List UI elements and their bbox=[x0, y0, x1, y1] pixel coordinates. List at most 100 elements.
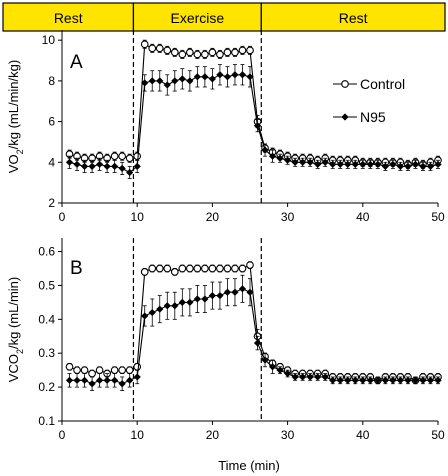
y-axis-title: VO2/kg (mL/min/kg) bbox=[6, 60, 25, 173]
phase-box bbox=[2, 2, 135, 32]
y-tick-label: 0.3 bbox=[38, 346, 55, 360]
data-point bbox=[246, 46, 254, 55]
data-point bbox=[253, 339, 262, 347]
data-point bbox=[238, 285, 247, 293]
data-point bbox=[178, 264, 187, 273]
data-point bbox=[231, 48, 239, 57]
data-point bbox=[118, 164, 126, 172]
panel-letter: A bbox=[70, 52, 83, 73]
data-point bbox=[208, 264, 217, 273]
data-point bbox=[426, 376, 435, 384]
x-tick-label: 40 bbox=[356, 428, 370, 442]
data-point bbox=[344, 160, 352, 168]
data-point bbox=[95, 366, 104, 375]
data-point bbox=[223, 48, 232, 57]
data-point bbox=[148, 264, 157, 273]
x-tick-label: 50 bbox=[431, 210, 445, 224]
y-tick-label: 0.4 bbox=[38, 312, 55, 326]
data-point bbox=[125, 366, 134, 375]
data-point bbox=[374, 160, 382, 168]
y-tick-label: 10 bbox=[42, 33, 56, 47]
data-point bbox=[111, 376, 119, 384]
legend-item-control: Control bbox=[333, 76, 405, 92]
x-tick-label: 20 bbox=[206, 428, 220, 442]
y-tick-label: 4 bbox=[48, 155, 55, 169]
data-point bbox=[103, 162, 111, 170]
data-point bbox=[80, 366, 89, 375]
data-point bbox=[276, 154, 284, 162]
data-point bbox=[268, 152, 277, 160]
data-point bbox=[366, 160, 374, 168]
data-point bbox=[314, 373, 322, 381]
data-point bbox=[88, 369, 96, 378]
x-tick-label: 30 bbox=[281, 210, 295, 224]
data-point bbox=[268, 363, 277, 371]
data-point bbox=[156, 77, 164, 85]
data-point bbox=[223, 264, 232, 273]
phase-label: Rest bbox=[339, 10, 368, 26]
data-point bbox=[201, 73, 209, 81]
data-point bbox=[65, 362, 74, 371]
phase-box bbox=[260, 2, 446, 32]
y-axis-title-main: VO bbox=[6, 154, 21, 173]
data-point bbox=[148, 44, 157, 53]
data-point bbox=[216, 292, 224, 300]
data-point bbox=[261, 146, 269, 154]
data-point bbox=[246, 73, 254, 81]
data-point bbox=[246, 288, 254, 296]
y-tick-label: 0.6 bbox=[38, 245, 55, 259]
data-point bbox=[80, 376, 89, 384]
data-point bbox=[170, 268, 179, 276]
data-point bbox=[141, 312, 149, 320]
data-point bbox=[336, 376, 344, 384]
data-point bbox=[133, 152, 142, 161]
data-point bbox=[231, 71, 239, 79]
series-line bbox=[69, 264, 438, 381]
data-point bbox=[171, 77, 179, 85]
y-axis-title-main: VCO bbox=[6, 354, 21, 382]
data-point bbox=[246, 261, 254, 269]
data-point bbox=[216, 71, 224, 79]
legend: Control N95 bbox=[333, 76, 405, 125]
data-point bbox=[238, 264, 247, 273]
data-point bbox=[103, 376, 111, 384]
data-point bbox=[133, 373, 141, 381]
data-point bbox=[341, 80, 349, 88]
y-tick-label: 6 bbox=[48, 115, 55, 129]
data-point bbox=[321, 373, 329, 381]
data-point bbox=[381, 162, 389, 170]
data-point bbox=[133, 162, 141, 170]
data-point bbox=[404, 162, 412, 170]
data-point bbox=[178, 50, 187, 59]
legend-item-n95: N95 bbox=[333, 109, 386, 125]
phase-box bbox=[132, 2, 262, 32]
data-point bbox=[178, 298, 186, 306]
data-point bbox=[170, 48, 179, 57]
data-point bbox=[193, 73, 201, 81]
data-point bbox=[284, 156, 292, 164]
data-point bbox=[291, 158, 299, 166]
data-point bbox=[336, 160, 344, 168]
data-point bbox=[140, 268, 149, 276]
series-n95 bbox=[65, 274, 442, 391]
data-point bbox=[73, 160, 81, 168]
data-point bbox=[208, 48, 217, 57]
data-point bbox=[381, 376, 389, 384]
data-point bbox=[111, 162, 119, 170]
data-point bbox=[201, 264, 209, 273]
y-tick-label: 8 bbox=[48, 74, 55, 88]
data-point bbox=[193, 50, 202, 59]
data-point bbox=[238, 46, 247, 55]
data-point bbox=[208, 75, 216, 83]
data-point bbox=[396, 162, 404, 170]
data-point bbox=[404, 376, 412, 384]
data-point bbox=[284, 369, 292, 378]
data-point bbox=[314, 160, 322, 168]
data-point bbox=[163, 302, 171, 310]
data-point bbox=[96, 160, 104, 168]
x-tick-label: 40 bbox=[356, 210, 370, 224]
data-point bbox=[201, 50, 209, 59]
data-point bbox=[171, 302, 179, 310]
x-axis-title: Time (min) bbox=[218, 458, 280, 473]
data-point bbox=[434, 376, 442, 384]
